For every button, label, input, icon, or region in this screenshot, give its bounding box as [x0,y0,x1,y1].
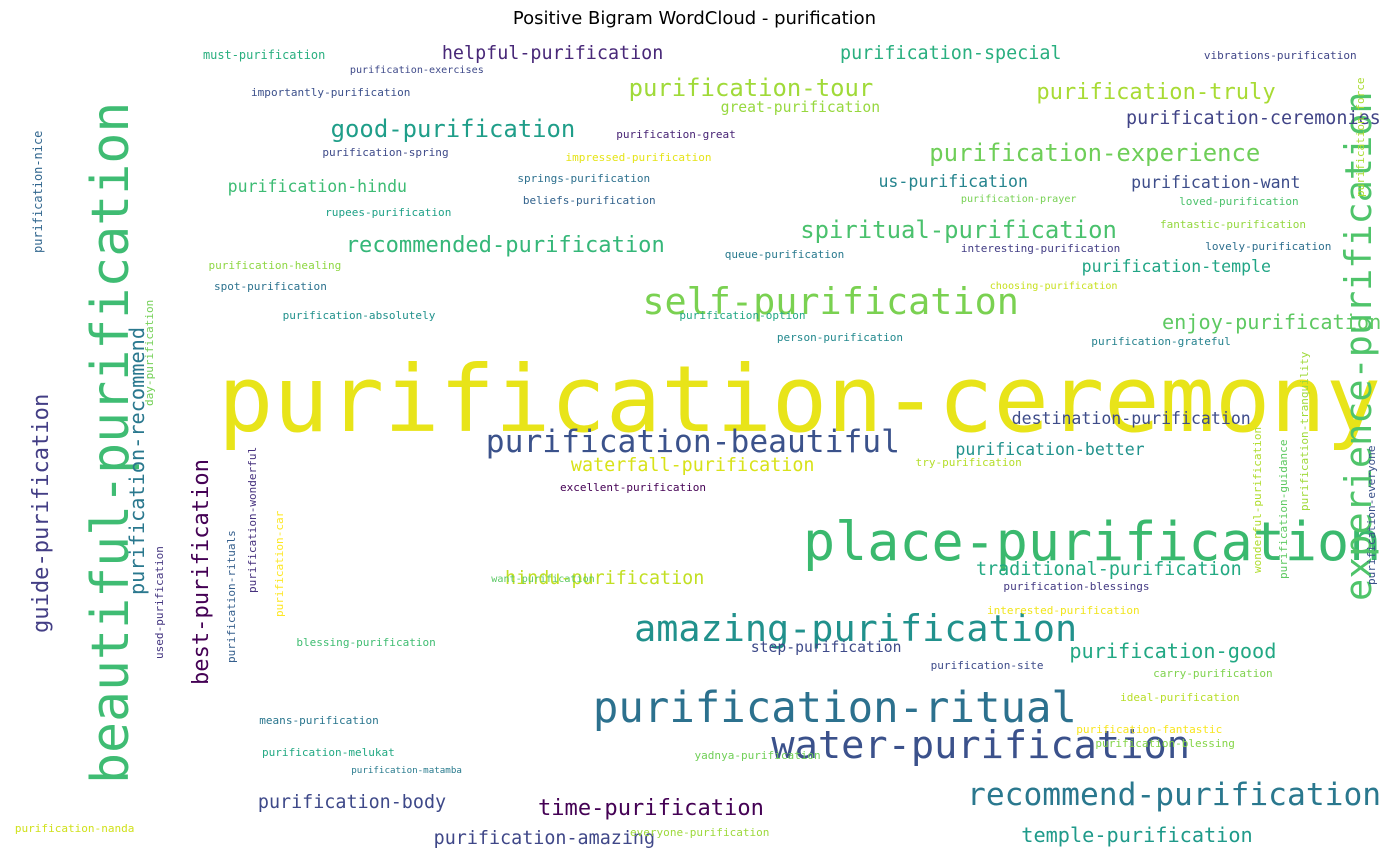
word-great-purification: great-purification [720,99,881,117]
word-purification-tranquility: purification-tranquility [1297,351,1311,512]
word-beliefs-purification: beliefs-purification [522,194,656,208]
word-purification-spring: purification-spring [322,146,449,160]
word-springs-purification: springs-purification [517,171,651,185]
word-guide-purification: guide-purification [29,393,55,633]
word-queue-purification: queue-purification [724,248,845,262]
word-purification-blessings: purification-blessings [1003,580,1150,594]
word-cloud: purification-ceremony place-purification b… [8,34,1381,856]
word-purification-everyone: purification-everyone [1364,445,1378,586]
word-amazing-purification: amazing-purification [634,607,1078,651]
word-purification-absolutely: purification-absolutely [282,309,436,323]
word-us-purification: us-purification [878,171,1028,191]
word-purification-healing: purification-healing [208,259,342,273]
word-day-purification: day-purification [142,299,156,406]
word-purification-wonderful: purification-wonderful [245,446,259,593]
word-used-purification: used-purification [152,545,166,659]
word-water-purification: water-purification [771,722,1190,768]
word-purification-matamba: purification-matamba [351,764,462,776]
word-person-purification: person-purification [776,330,904,344]
word-purification-experience: purification-experience [929,138,1261,167]
word-everyone-purification: everyone-purification [629,826,770,840]
word-carry-purification: carry-purification [1153,666,1273,680]
word-recommend-purification: recommend-purification [967,777,1381,814]
word-recommended-purification: recommended-purification [345,232,665,258]
word-yadnya-purification: yadnya-purification [694,748,821,762]
word-purification-want: purification-want [1131,173,1301,193]
word-purification-fantastic: purification-fantastic [1076,723,1223,737]
word-try-purification: try-purification [915,456,1022,470]
word-choosing-purification: choosing-purification [989,281,1118,293]
word-purification-ceremonies: purification-ceremonies [1126,107,1381,129]
word-temple-purification: temple-purification [1021,822,1253,847]
word-impressed-purification: impressed-purification [565,150,712,164]
word-purification-tour: purification-tour [628,73,874,102]
word-purification-nanda: purification-nanda [14,822,135,836]
word-purification-option: purification-option [679,309,806,323]
word-purification-exercises: purification-exercises [349,65,484,77]
word-purification-car: purification-car [273,510,287,618]
word-purification-prayer: purification-prayer [960,194,1077,206]
word-destination-purification: destination-purification [1011,409,1251,429]
word-vibrations-purification: vibrations-purification [1203,48,1357,62]
word-enjoy-purification: enjoy-purification [1162,309,1381,334]
word-purification-hindu: purification-hindu [227,177,407,197]
word-importantly-purification: importantly-purification [251,86,411,100]
word-purification-force: purification-force [1353,77,1367,197]
chart-title: Positive Bigram WordCloud - purification [512,8,877,29]
word-purification-great: purification-great [616,127,736,141]
word-wonderful-purification: wonderful-purification [1250,426,1264,574]
word-excellent-purification: excellent-purification [559,480,707,494]
word-interested-purification: interested-purification [986,604,1140,618]
word-purification-guidance: purification-guidance [1277,439,1291,579]
word-helpful-purification: helpful-purification [441,42,664,64]
word-means-purification: means-purification [259,713,379,727]
word-purification-site: purification-site [930,659,1044,673]
word-step-purification: step-purification [750,638,902,656]
word-purification-better: purification-better [955,439,1145,459]
word-blessing-purification: blessing-purification [296,635,436,649]
word-purification-truly: purification-truly [1036,79,1276,105]
word-spiritual-purification: spiritual-purification [800,215,1117,244]
word-purification-beautiful: purification-beautiful [485,423,900,460]
word-purification-nice: purification-nice [30,130,45,253]
word-ideal-purification: ideal-purification [1120,691,1240,705]
word-time-purification: time-purification [537,796,764,822]
word-waterfall-purification: waterfall-purification [570,454,815,476]
word-fantastic-purification: fantastic-purification [1159,217,1307,231]
word-purification-grateful: purification-grateful [1091,334,1231,348]
word-purification-amazing: purification-amazing [433,827,656,849]
word-purification-ceremony: purification-ceremony [218,345,1381,453]
word-rupees-purification: rupees-purification [325,206,452,220]
word-place-purification: place-purification [802,509,1381,573]
word-purification-melukat: purification-melukat [262,746,395,760]
word-traditional-purification: traditional-purification [975,558,1242,580]
word-best-purification: best-purification [188,458,214,685]
word-purification-ritual: purification-ritual [592,683,1077,733]
word-purification-body: purification-body [257,792,447,814]
word-self-purification: self-purification [642,279,1019,323]
word-lovely-purification: lovely-purification [1205,240,1332,254]
word-hindu-purification: hindu-purification [505,567,705,589]
word-purification-special: purification-special [840,42,1062,64]
word-purification-good: purification-good [1069,639,1277,664]
word-purification-rituals: purification-rituals [225,529,239,663]
word-loved-purification: loved-purification [1179,194,1299,208]
word-spot-purification: spot-purification [213,280,327,294]
word-purification-blessing: purification-blessing [1095,736,1235,750]
word-good-purification: good-purification [330,114,576,143]
word-interesting-purification: interesting-purification [960,241,1121,255]
word-purification-temple: purification-temple [1081,257,1271,277]
word-want-purification: want-purification [491,573,595,585]
word-must-purification: must-purification [202,47,326,62]
